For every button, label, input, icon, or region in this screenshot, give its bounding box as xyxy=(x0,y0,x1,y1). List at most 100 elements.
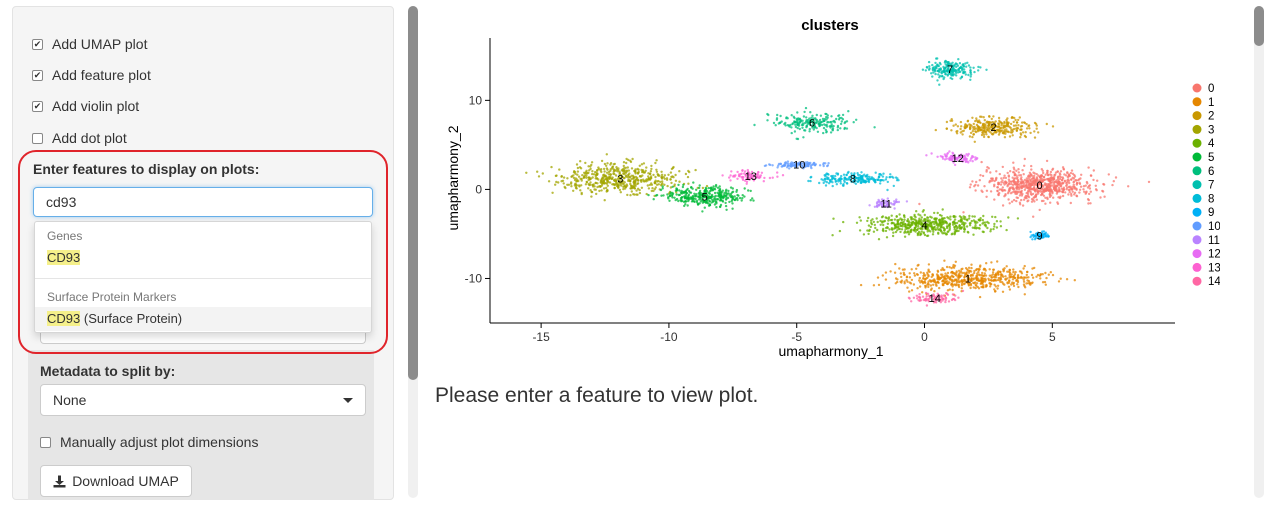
data-point xyxy=(810,119,813,122)
data-point xyxy=(703,206,706,209)
data-point xyxy=(992,279,995,282)
checkbox-add-feature-plot[interactable]: ✔ Add feature plot xyxy=(32,67,151,83)
data-point xyxy=(912,296,916,299)
checkbox-unchecked-icon[interactable] xyxy=(32,132,43,144)
dropdown-option-surface-protein[interactable]: CD93 (Surface Protein) xyxy=(35,307,371,331)
features-input[interactable]: cd93 xyxy=(33,187,373,217)
split-by-select[interactable]: None xyxy=(40,384,366,416)
data-point xyxy=(753,123,756,127)
data-point xyxy=(934,283,938,286)
checkbox-checked-icon[interactable]: ✔ xyxy=(32,69,43,81)
data-point xyxy=(698,184,701,187)
data-point xyxy=(603,170,606,173)
data-point xyxy=(860,177,864,181)
main-scrollbar[interactable] xyxy=(1254,6,1264,498)
data-point xyxy=(992,115,995,118)
data-point xyxy=(1069,201,1072,205)
data-point xyxy=(836,128,839,132)
data-point xyxy=(795,137,798,140)
data-point xyxy=(570,175,574,178)
data-point xyxy=(1021,204,1025,207)
data-point xyxy=(1008,271,1012,274)
data-point xyxy=(898,267,901,270)
sidebar-scroll-thumb[interactable] xyxy=(408,6,418,380)
data-point xyxy=(947,217,950,220)
data-point xyxy=(1012,166,1015,169)
data-point xyxy=(550,165,553,169)
data-point xyxy=(1020,128,1023,131)
dropdown-option-gene[interactable]: CD93 xyxy=(35,246,371,270)
data-point xyxy=(598,189,601,193)
checkbox-checked-icon[interactable]: ✔ xyxy=(32,38,43,50)
dropdown-group-surface-protein: Surface Protein Markers xyxy=(47,290,177,304)
data-point xyxy=(971,116,974,120)
data-point xyxy=(817,120,820,123)
data-point xyxy=(620,175,624,178)
checkbox-add-violin-plot[interactable]: ✔ Add violin plot xyxy=(32,98,139,114)
data-point xyxy=(917,224,920,228)
data-point xyxy=(1078,188,1082,191)
cluster-label: 3 xyxy=(617,174,623,186)
data-point xyxy=(666,184,669,188)
data-point xyxy=(998,131,1001,134)
main-scroll-thumb[interactable] xyxy=(1254,6,1264,46)
data-point xyxy=(872,220,875,224)
data-point xyxy=(933,218,936,221)
data-point xyxy=(943,281,946,285)
data-point xyxy=(979,115,982,118)
data-point xyxy=(656,173,659,176)
data-point xyxy=(1015,188,1019,191)
data-point xyxy=(925,295,928,298)
data-point xyxy=(971,226,974,229)
data-point xyxy=(708,200,711,203)
data-point xyxy=(708,192,711,195)
data-point xyxy=(985,262,988,265)
data-point xyxy=(932,66,936,69)
data-point xyxy=(982,135,986,139)
data-point xyxy=(1020,186,1024,190)
data-point xyxy=(561,179,565,182)
download-umap-button[interactable]: Download UMAP xyxy=(40,465,192,497)
checkbox-add-dot-plot[interactable]: Add dot plot xyxy=(32,130,127,146)
data-point xyxy=(935,221,938,224)
data-point xyxy=(792,115,795,119)
data-point xyxy=(950,129,953,132)
data-point xyxy=(995,226,999,229)
data-point xyxy=(1008,135,1012,138)
checkbox-checked-icon[interactable]: ✔ xyxy=(32,100,43,112)
data-point xyxy=(732,174,736,177)
data-point xyxy=(1028,175,1031,178)
data-point xyxy=(786,124,789,127)
data-point xyxy=(972,126,975,129)
data-point xyxy=(652,173,655,177)
data-point xyxy=(985,130,988,133)
data-point xyxy=(661,187,664,190)
data-point xyxy=(973,140,976,143)
data-point xyxy=(655,159,658,162)
data-point xyxy=(884,216,887,219)
data-point xyxy=(591,170,594,173)
checkbox-unchecked-icon[interactable] xyxy=(40,436,51,448)
data-point xyxy=(931,75,934,78)
data-point xyxy=(660,183,663,186)
data-point xyxy=(890,214,893,217)
sidebar-scrollbar[interactable] xyxy=(408,6,418,498)
data-point xyxy=(965,65,968,68)
data-point xyxy=(1066,171,1069,174)
data-point xyxy=(879,179,882,182)
checkbox-manual-adjust[interactable]: Manually adjust plot dimensions xyxy=(40,434,258,450)
data-point xyxy=(811,114,814,118)
data-point xyxy=(943,69,946,72)
data-point xyxy=(899,217,902,220)
data-point xyxy=(671,196,674,199)
data-point xyxy=(886,180,889,184)
data-point xyxy=(985,195,988,198)
data-point xyxy=(907,227,910,230)
data-point xyxy=(643,171,647,174)
data-point xyxy=(997,278,1000,282)
obscured-input[interactable] xyxy=(40,330,366,344)
data-point xyxy=(932,228,935,231)
checkbox-add-umap-plot[interactable]: ✔ Add UMAP plot xyxy=(32,36,147,52)
data-point xyxy=(579,189,582,192)
data-point xyxy=(1045,159,1049,163)
